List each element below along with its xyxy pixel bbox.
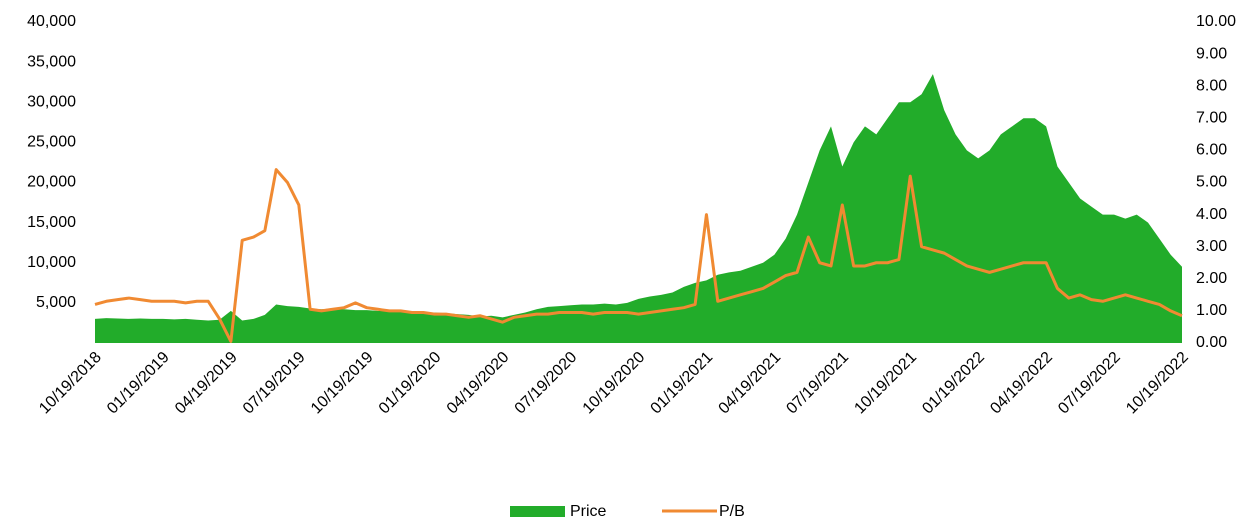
y-tick-label: 35,000 (27, 53, 76, 70)
y2-tick-label: 8.00 (1196, 77, 1227, 94)
pb-line (94, 168, 1183, 343)
legend-label: Price (570, 503, 607, 519)
x-tick-label: 04/19/2022 (987, 349, 1056, 418)
y-tick-label: 15,000 (27, 214, 76, 231)
y-tick-label: 5,000 (36, 294, 76, 311)
x-tick-label: 10/19/2018 (36, 349, 105, 418)
x-tick-label: 07/19/2021 (783, 349, 852, 418)
y2-tick-label: 3.00 (1196, 238, 1227, 255)
y2-tick-label: 5.00 (1196, 174, 1227, 191)
y2-tick-label: 2.00 (1196, 270, 1227, 287)
y2-tick-label: 6.00 (1196, 142, 1227, 159)
x-tick-label: 07/19/2022 (1055, 349, 1124, 418)
y-tick-label: 20,000 (27, 174, 76, 191)
x-tick-label: 01/19/2020 (376, 349, 445, 418)
y-tick-label: 30,000 (27, 93, 76, 110)
x-tick-label: 04/19/2021 (716, 349, 785, 418)
y2-tick-label: 9.00 (1196, 45, 1227, 62)
x-tick-label: 01/19/2019 (104, 349, 173, 418)
x-tick-label: 10/19/2020 (580, 349, 649, 418)
legend-swatch (510, 506, 565, 517)
x-tick-label: 10/19/2019 (308, 349, 377, 418)
x-tick-label: 07/19/2019 (240, 349, 309, 418)
y-tick-label: 10,000 (27, 254, 76, 271)
y-tick-label: 25,000 (27, 134, 76, 151)
x-tick-label: 04/19/2020 (444, 349, 513, 418)
x-tick-label: 10/19/2022 (1123, 349, 1192, 418)
legend-label: P/B (719, 503, 745, 519)
price-area (95, 74, 1182, 343)
x-tick-label: 07/19/2020 (512, 349, 581, 418)
y-tick-label: 40,000 (27, 13, 76, 30)
x-tick-label: 10/19/2021 (851, 349, 920, 418)
x-tick-label: 04/19/2019 (172, 349, 241, 418)
y2-tick-label: 7.00 (1196, 110, 1227, 127)
y2-tick-label: 0.00 (1196, 334, 1227, 351)
y2-tick-label: 4.00 (1196, 206, 1227, 223)
y2-tick-label: 1.00 (1196, 302, 1227, 319)
x-tick-label: 01/19/2021 (648, 349, 717, 418)
y2-tick-label: 10.00 (1196, 13, 1236, 30)
x-tick-label: 01/19/2022 (919, 349, 988, 418)
